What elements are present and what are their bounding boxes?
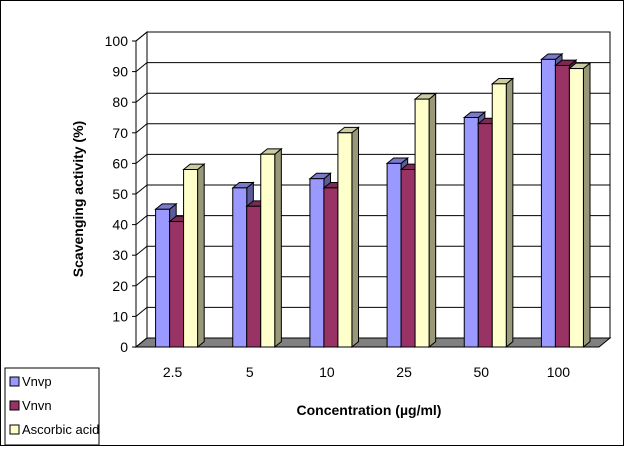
x-tick-label: 50 (473, 364, 489, 380)
bar-ascorbic-acid-50 (491, 83, 507, 348)
bar-vnvp-100 (540, 58, 556, 348)
bar-side (197, 163, 205, 349)
chart-wall (135, 30, 611, 349)
y-tick-label: 70 (112, 125, 128, 141)
gridlines (135, 31, 610, 348)
gridline (135, 62, 610, 72)
legend-swatch (9, 400, 20, 411)
x-tick-label: 2.5 (163, 364, 183, 380)
y-tick-label: 40 (112, 217, 128, 233)
y-tick-label: 60 (112, 155, 128, 171)
x-tick-label: 25 (396, 364, 412, 380)
bar-vnvn-5 (246, 205, 262, 348)
legend-label: Vnvn (22, 398, 52, 413)
chart-floor (134, 337, 612, 348)
legend-swatch (9, 376, 20, 387)
bar-ascorbic-acid-5 (260, 153, 276, 348)
y-tick-label: 90 (112, 64, 128, 80)
gridline (135, 306, 610, 317)
bar-ascorbic-acid-100 (568, 68, 584, 348)
floor-plane (134, 337, 612, 348)
bar-side (274, 147, 282, 349)
x-tick-label: 100 (547, 364, 571, 380)
legend-swatch (9, 424, 20, 435)
bar-vnvp-2.5 (155, 208, 171, 348)
bar-ascorbic-acid-10 (337, 132, 353, 348)
bar-side (428, 92, 437, 349)
y-tick-label: 20 (112, 278, 128, 294)
legend-label: Vnvp (22, 374, 52, 389)
bar-side (582, 62, 591, 349)
gridline (135, 245, 610, 256)
y-tick-label: 100 (105, 33, 129, 49)
y-tick-label: 10 (112, 308, 128, 324)
gridline (135, 123, 610, 134)
gridline (135, 215, 610, 225)
y-tick-label: 30 (112, 247, 128, 263)
bar-side (505, 77, 514, 349)
y-tick-label: 80 (112, 94, 128, 110)
bar-ascorbic-acid-25 (414, 98, 430, 348)
bar-vnvp-5 (232, 187, 248, 348)
bar-vnvp-10 (309, 178, 325, 348)
x-axis-title: Concentration (µg/ml) (297, 402, 442, 418)
bar-vnvn-10 (323, 187, 339, 348)
bar-side (351, 126, 360, 349)
legend: Vnvp Vnvn Ascorbic acid (4, 367, 100, 446)
y-tick-label: 0 (120, 339, 128, 355)
bar-vnvn-2.5 (169, 221, 185, 348)
gridline (135, 184, 610, 195)
x-tick-label: 10 (319, 364, 335, 380)
x-tick-label: 5 (246, 364, 254, 380)
x-tick-labels: 2.5 5 10 25 50 100 (163, 364, 570, 380)
legend-label: Ascorbic acid (22, 422, 99, 437)
bar-vnvn-25 (400, 169, 416, 348)
bar-vnvn-100 (554, 64, 570, 348)
y-axis-title: Scavenging activity (%) (70, 121, 86, 277)
bar-vnvp-25 (386, 162, 402, 348)
y-tick-labels: 0 10 20 30 40 50 60 70 80 90 100 (105, 33, 136, 355)
gridline (135, 31, 610, 42)
gridline (135, 153, 610, 164)
bar-ascorbic-acid-2.5 (183, 169, 199, 348)
bars (154, 52, 592, 349)
legend-box (4, 367, 100, 446)
y-tick-label: 50 (112, 186, 128, 202)
bar-vnvn-50 (477, 123, 493, 348)
gridline (135, 92, 610, 103)
gridline (135, 276, 610, 287)
bar-vnvp-50 (463, 117, 479, 348)
